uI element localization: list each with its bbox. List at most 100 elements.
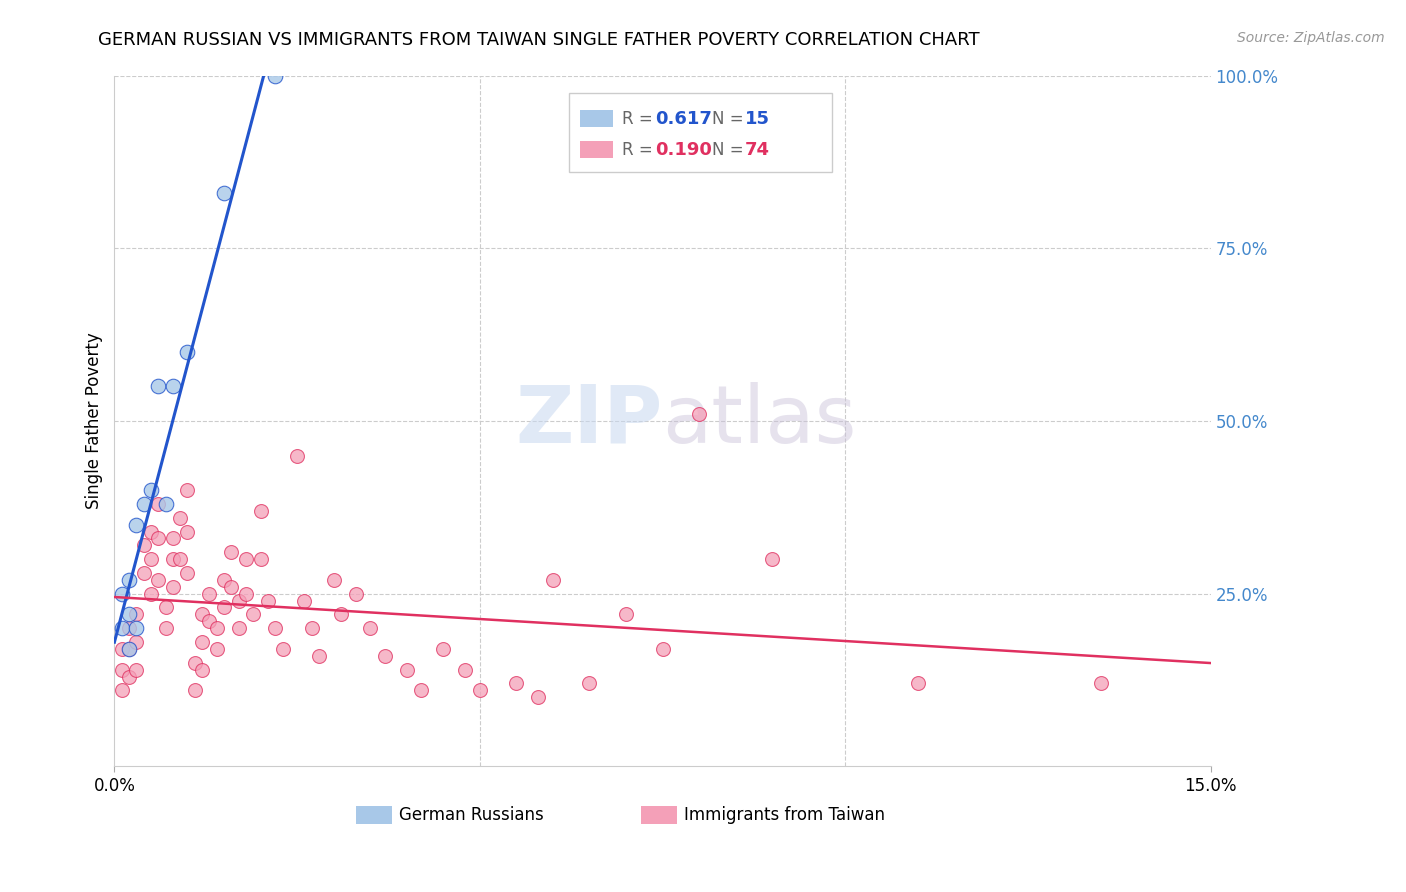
Point <box>411 683 433 698</box>
Point <box>125 517 148 532</box>
Text: Immigrants from Taiwan: Immigrants from Taiwan <box>685 805 886 824</box>
Point <box>139 587 162 601</box>
Point <box>139 483 162 497</box>
Point <box>614 607 637 622</box>
Point <box>148 573 170 587</box>
Text: Source: ZipAtlas.com: Source: ZipAtlas.com <box>1237 31 1385 45</box>
Point <box>191 663 214 677</box>
FancyBboxPatch shape <box>581 110 613 128</box>
Point <box>198 615 221 629</box>
Point <box>235 587 257 601</box>
FancyBboxPatch shape <box>581 141 613 159</box>
Point <box>155 497 177 511</box>
Point <box>125 635 148 649</box>
Point <box>132 538 155 552</box>
Point <box>118 642 141 657</box>
Point <box>688 407 710 421</box>
Point <box>162 379 184 393</box>
Text: R =: R = <box>621 110 658 128</box>
Point <box>139 524 162 539</box>
Point <box>212 600 235 615</box>
Point <box>308 648 330 663</box>
Point <box>221 545 243 559</box>
Point <box>184 656 207 670</box>
Point <box>242 607 264 622</box>
Point <box>162 532 184 546</box>
Point <box>205 642 228 657</box>
Point <box>148 497 170 511</box>
Point <box>249 552 271 566</box>
Point <box>578 676 600 690</box>
Point <box>257 593 280 607</box>
Point <box>264 621 287 635</box>
Point <box>111 663 134 677</box>
Point <box>184 683 207 698</box>
Point <box>155 621 177 635</box>
Text: atlas: atlas <box>662 382 856 460</box>
Text: N =: N = <box>711 110 749 128</box>
Text: N =: N = <box>711 141 749 159</box>
Point <box>651 642 673 657</box>
Point <box>235 552 257 566</box>
Point <box>221 580 243 594</box>
Point <box>374 648 396 663</box>
Point <box>139 552 162 566</box>
Point <box>132 497 155 511</box>
Point <box>212 186 235 200</box>
Point <box>191 635 214 649</box>
Text: 15: 15 <box>745 110 769 128</box>
Text: 0.617: 0.617 <box>655 110 711 128</box>
Point <box>148 532 170 546</box>
FancyBboxPatch shape <box>569 93 832 172</box>
Point <box>359 621 381 635</box>
Point <box>212 573 235 587</box>
Text: GERMAN RUSSIAN VS IMMIGRANTS FROM TAIWAN SINGLE FATHER POVERTY CORRELATION CHART: GERMAN RUSSIAN VS IMMIGRANTS FROM TAIWAN… <box>98 31 980 49</box>
Point <box>118 642 141 657</box>
Point <box>162 552 184 566</box>
Point <box>541 573 564 587</box>
Point <box>118 670 141 684</box>
Point <box>148 379 170 393</box>
Point <box>198 587 221 601</box>
Point <box>118 621 141 635</box>
Point <box>111 621 134 635</box>
Point <box>468 683 491 698</box>
Point <box>111 683 134 698</box>
Y-axis label: Single Father Poverty: Single Father Poverty <box>86 333 103 509</box>
Point <box>111 642 134 657</box>
Point <box>271 642 294 657</box>
Text: ZIP: ZIP <box>515 382 662 460</box>
Point <box>527 690 550 705</box>
Point <box>330 607 353 622</box>
Point <box>176 344 198 359</box>
Point <box>322 573 344 587</box>
Point <box>344 587 367 601</box>
Point <box>176 524 198 539</box>
Text: German Russians: German Russians <box>399 805 544 824</box>
Point <box>264 69 287 83</box>
Point <box>132 566 155 580</box>
Point <box>1090 676 1112 690</box>
Text: 74: 74 <box>745 141 769 159</box>
Point <box>169 552 191 566</box>
Text: R =: R = <box>621 141 658 159</box>
Point <box>169 510 191 524</box>
Point <box>176 566 198 580</box>
Point <box>228 593 250 607</box>
Point <box>505 676 527 690</box>
Point <box>285 449 308 463</box>
Point <box>301 621 323 635</box>
Point <box>111 587 134 601</box>
Point <box>454 663 477 677</box>
Point <box>907 676 929 690</box>
Text: 0.190: 0.190 <box>655 141 711 159</box>
FancyBboxPatch shape <box>641 806 676 823</box>
Point <box>125 663 148 677</box>
Point <box>191 607 214 622</box>
Point <box>118 573 141 587</box>
Point <box>176 483 198 497</box>
Point <box>125 607 148 622</box>
Point <box>118 607 141 622</box>
Point <box>294 593 316 607</box>
Point <box>395 663 418 677</box>
